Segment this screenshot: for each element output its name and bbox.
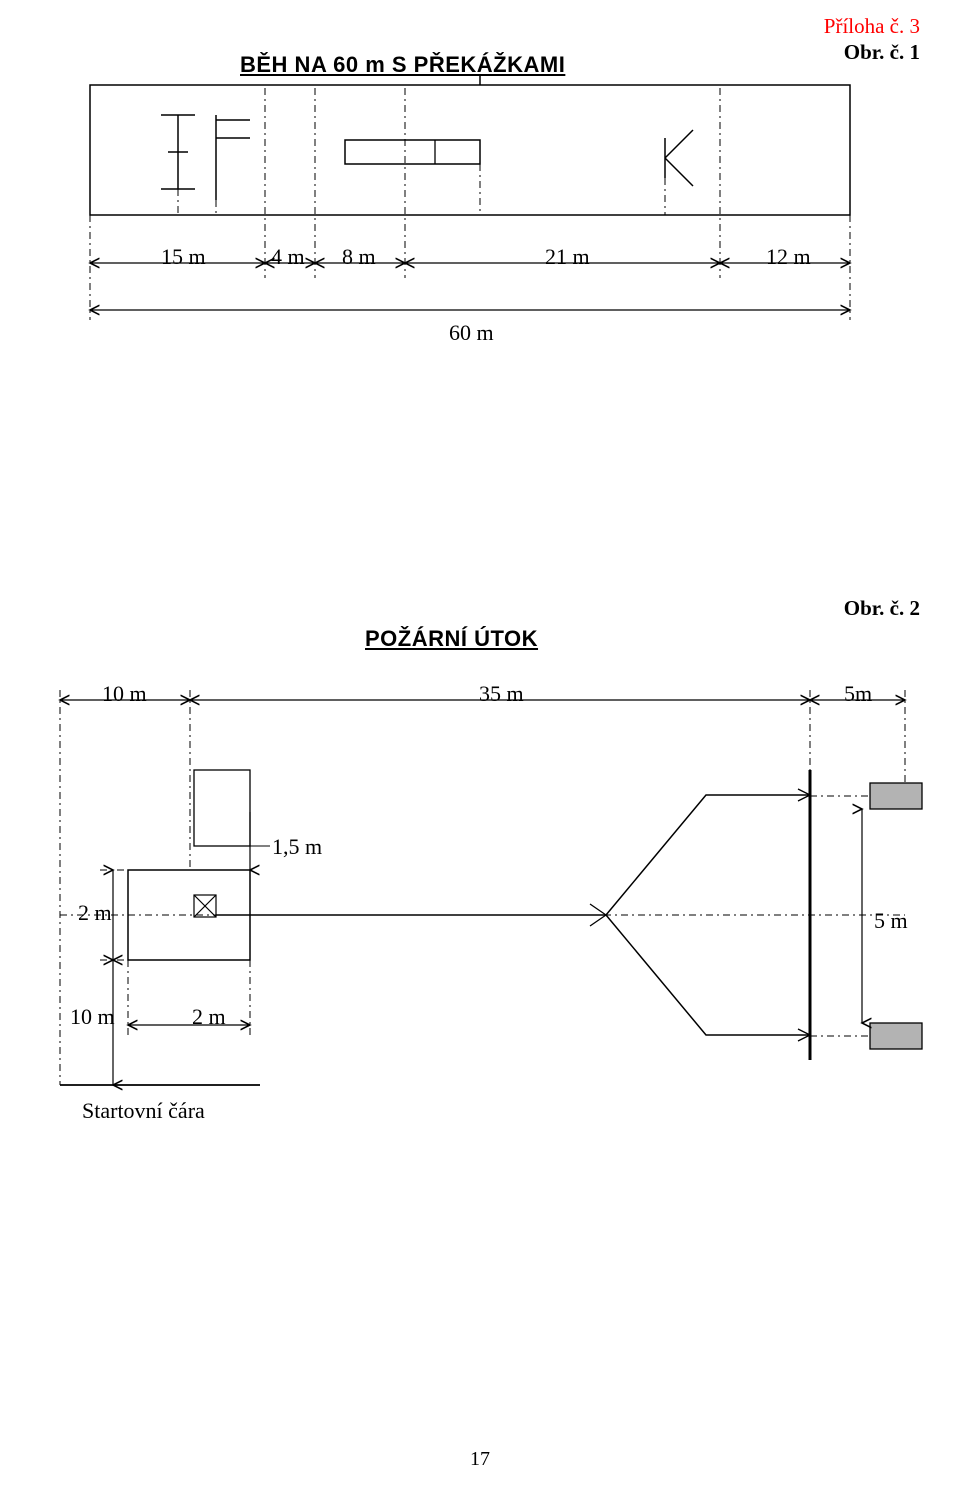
platform-rect (128, 870, 250, 960)
top-dim-10m: 10 m (102, 681, 147, 707)
hose-branch-top (606, 795, 810, 915)
label-1-5m: 1,5 m (272, 834, 322, 860)
label-2m-bottom: 2 m (192, 1004, 226, 1030)
top-dim-35m: 35 m (479, 681, 524, 707)
start-line-label: Startovní čára (82, 1098, 205, 1124)
equipment-box (194, 770, 250, 846)
dim-12m: 12 m (766, 244, 811, 270)
fig2-label: Obr. č. 2 (844, 596, 920, 621)
dim-4m: 4 m (271, 244, 305, 270)
hose-branch-bottom (606, 915, 810, 1035)
dim-21m: 21 m (545, 244, 590, 270)
page-number: 17 (470, 1448, 490, 1471)
dim-8m: 8 m (342, 244, 376, 270)
pump-symbol (194, 895, 216, 917)
dim-15m: 15 m (161, 244, 206, 270)
label-10m-left: 10 m (70, 1004, 115, 1030)
diagram2-title: POŽÁRNÍ ÚTOK (365, 626, 538, 652)
top-dim-5m: 5m (844, 681, 872, 707)
label-2m-left: 2 m (78, 900, 112, 926)
diagram1-svg (0, 0, 960, 360)
dim-60m: 60 m (449, 320, 494, 346)
page: Příloha č. 3 Obr. č. 1 BĚH NA 60 m S PŘE… (0, 0, 960, 1486)
target-bottom (870, 1023, 922, 1049)
label-5m-right: 5 m (874, 908, 908, 934)
track-rect (90, 85, 850, 215)
obstacle3-beam (345, 140, 480, 164)
target-top (870, 783, 922, 809)
